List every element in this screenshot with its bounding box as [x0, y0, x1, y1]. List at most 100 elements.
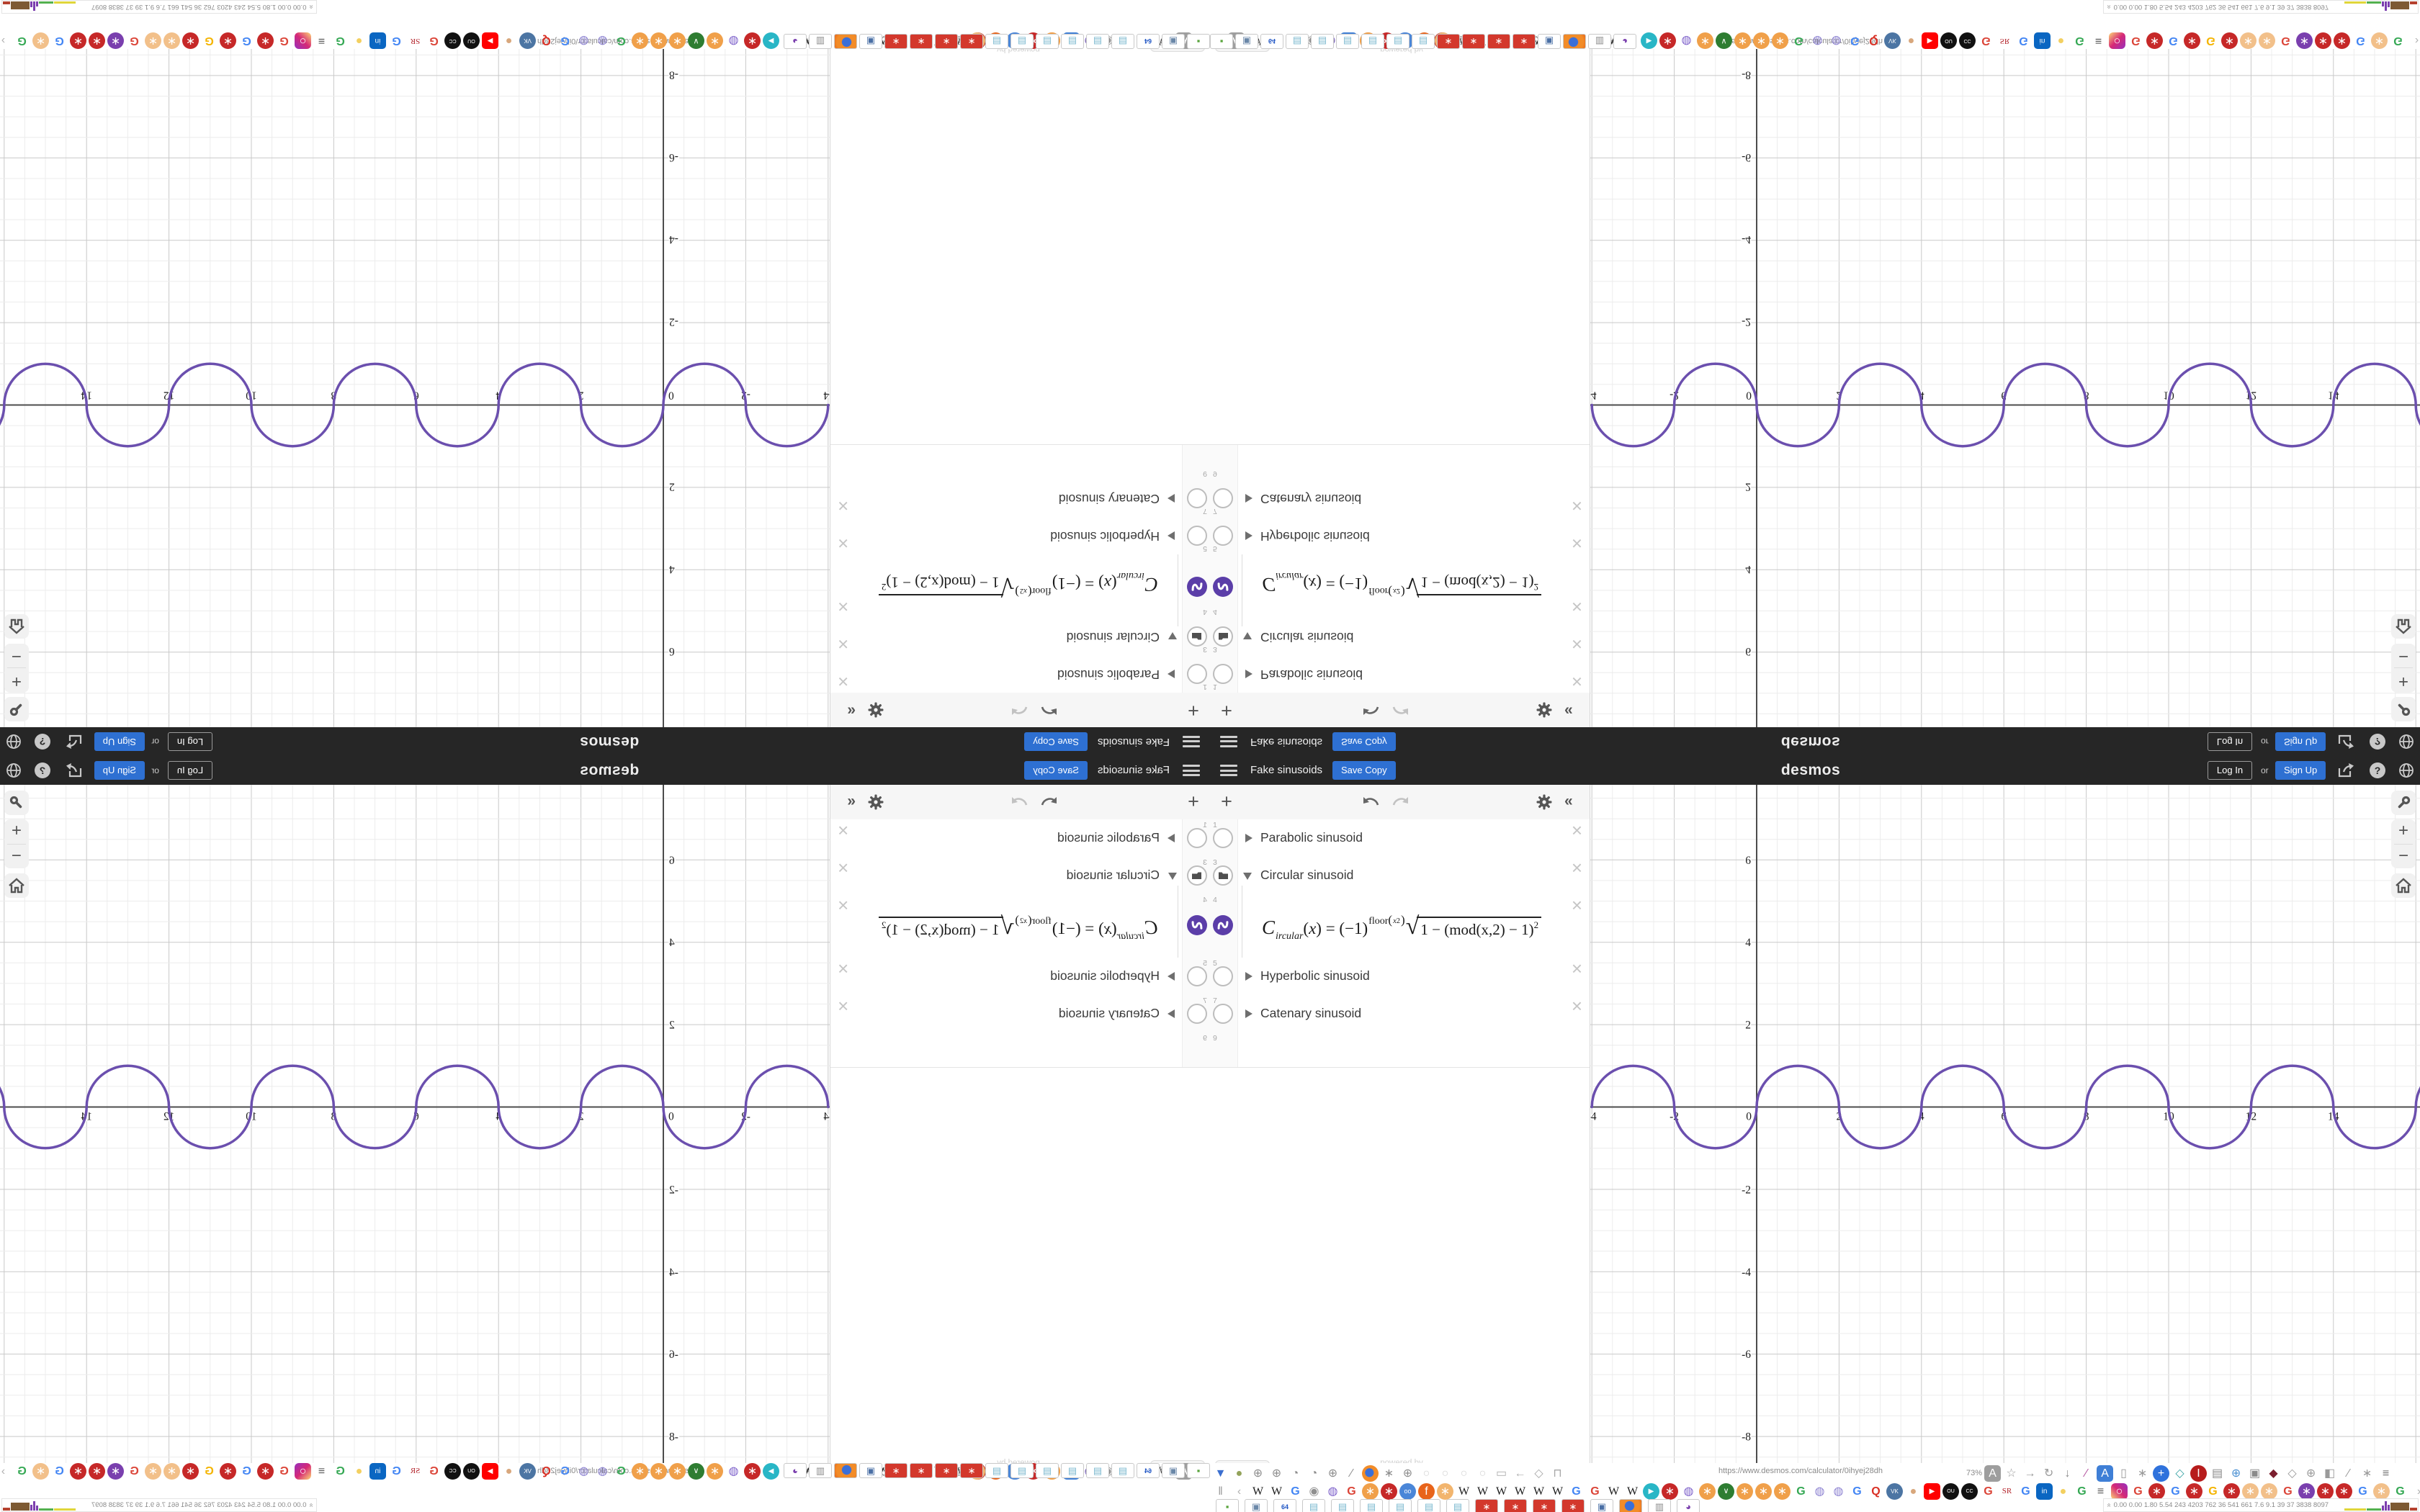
remove-row-icon[interactable]: ×: [1571, 995, 1582, 1017]
app-shortcut-icon[interactable]: ▪: [1210, 34, 1233, 49]
favicon[interactable]: ∗: [1734, 32, 1751, 49]
favicon[interactable]: G: [392, 1464, 401, 1477]
favicon[interactable]: ‖: [1218, 1485, 1223, 1498]
app-shortcut-icon[interactable]: ▣: [1590, 1499, 1613, 1512]
remove-row-icon[interactable]: ×: [838, 819, 849, 841]
collapse-panel-icon[interactable]: «: [1564, 703, 1573, 719]
save-copy-button[interactable]: Save Copy: [1332, 732, 1396, 751]
favicon[interactable]: ∗: [2259, 32, 2275, 49]
folder-circle-icon[interactable]: [1213, 828, 1233, 848]
app-shortcut-icon[interactable]: ◕: [784, 1463, 807, 1478]
graph-settings-button[interactable]: [2391, 791, 2416, 815]
favicon[interactable]: ∗: [70, 32, 86, 49]
help-icon[interactable]: ?: [35, 762, 50, 778]
favicon[interactable]: G: [130, 1464, 139, 1477]
favicon[interactable]: ●: [355, 1464, 363, 1477]
favicon[interactable]: G: [2281, 35, 2290, 48]
favicon[interactable]: ◍: [1681, 35, 1692, 48]
app-shortcut-icon[interactable]: ▤: [1010, 1463, 1034, 1478]
favicon[interactable]: G: [560, 1464, 570, 1477]
app-shortcut-icon[interactable]: ▤: [1086, 34, 1109, 49]
collapse-panel-icon[interactable]: «: [847, 793, 856, 809]
favicon[interactable]: G: [617, 35, 626, 48]
app-shortcut-icon[interactable]: ∗: [1437, 34, 1460, 49]
signup-button[interactable]: Sign Up: [2275, 732, 2326, 751]
share-icon[interactable]: [2337, 762, 2356, 782]
favicon[interactable]: G: [1984, 1485, 1993, 1498]
expression-row-formula[interactable]: 4 Circular(x) = (−1)floor(x2) √ 1 − (mod(x…: [1210, 554, 1590, 618]
folder-expanded-arrow-icon[interactable]: [1168, 632, 1177, 639]
browser-toolbar-icon[interactable]: ◧: [2323, 1467, 2336, 1480]
help-icon[interactable]: ?: [2370, 762, 2385, 778]
browser-toolbar-icon[interactable]: ⊕: [1271, 1467, 1282, 1480]
favicon[interactable]: ◍: [1814, 1485, 1825, 1498]
favicon[interactable]: ∗: [2242, 1483, 2259, 1500]
favicon[interactable]: G: [2169, 35, 2178, 48]
favicon[interactable]: ∗: [2146, 32, 2163, 49]
favicon[interactable]: ∗: [257, 1463, 274, 1480]
app-shortcut-icon[interactable]: ∗: [910, 34, 933, 49]
favicon[interactable]: VK: [1884, 32, 1901, 49]
favicon[interactable]: ∗: [32, 1463, 49, 1480]
expression-row-formula[interactable]: 4 Circular(x) = (−1)floor(x2) √ 1 − (mod(x…: [1210, 894, 1590, 958]
folder-collapsed-arrow-icon[interactable]: [1168, 531, 1175, 540]
undo-icon[interactable]: [1361, 794, 1380, 812]
folder-label[interactable]: Hyperbolic sinusoid: [1050, 529, 1160, 544]
remove-row-icon[interactable]: ×: [1571, 533, 1582, 554]
function-curve[interactable]: [0, 362, 830, 448]
browser-toolbar-icon[interactable]: ⊕: [1252, 1467, 1263, 1480]
favicon[interactable]: ◍: [578, 35, 589, 48]
folder-circle-icon[interactable]: [1213, 526, 1233, 546]
favicon[interactable]: ∗: [1736, 1483, 1753, 1500]
browser-toolbar-icon[interactable]: [1362, 1465, 1379, 1482]
remove-row-icon[interactable]: ×: [1571, 671, 1582, 693]
favicon[interactable]: ◍: [597, 35, 608, 48]
desmos-logo[interactable]: desmos: [1780, 734, 1841, 750]
favicon[interactable]: ∗: [182, 32, 199, 49]
app-shortcut-icon[interactable]: ▪: [1216, 1499, 1239, 1512]
app-shortcut-icon[interactable]: ∗: [1512, 34, 1536, 49]
favicon[interactable]: G: [1291, 1485, 1300, 1498]
favicon[interactable]: ∗: [220, 32, 236, 49]
app-shortcut-icon[interactable]: 64: [1137, 1463, 1160, 1478]
remove-row-icon[interactable]: ×: [838, 857, 849, 878]
favicon[interactable]: ›: [1, 35, 6, 48]
favicon[interactable]: ∗: [1437, 1483, 1453, 1500]
favicon[interactable]: ∨: [688, 32, 704, 49]
favicon[interactable]: ◍: [1831, 35, 1842, 48]
zoom-out-button[interactable]: −: [2398, 647, 2408, 666]
favicon[interactable]: ∗: [1381, 1483, 1397, 1500]
favicon[interactable]: ∗: [744, 1463, 761, 1480]
app-shortcut-icon[interactable]: 64: [1137, 34, 1160, 49]
zoom-in-button[interactable]: +: [2398, 672, 2408, 691]
favicon[interactable]: G: [2133, 1485, 2143, 1498]
favicon[interactable]: ∗: [1697, 32, 1713, 49]
folder-label[interactable]: Parabolic sinusoid: [1260, 667, 1363, 682]
favicon[interactable]: ▶: [482, 1463, 498, 1480]
app-shortcut-icon[interactable]: ▥: [1648, 1499, 1671, 1512]
app-shortcut-icon[interactable]: ▤: [1386, 34, 1410, 49]
remove-row-icon[interactable]: ×: [838, 596, 849, 618]
browser-toolbar-icon[interactable]: ⊕: [1402, 1467, 1413, 1480]
browser-toolbar-icon[interactable]: ∕: [2347, 1467, 2349, 1480]
favicon[interactable]: G: [336, 1464, 345, 1477]
favicon[interactable]: ∗: [2315, 32, 2331, 49]
remove-row-icon[interactable]: ×: [1571, 857, 1582, 878]
favicon[interactable]: ∗: [70, 1463, 86, 1480]
app-shortcut-icon[interactable]: ∗: [884, 34, 908, 49]
favicon[interactable]: G: [2358, 1485, 2367, 1498]
favicon[interactable]: ‹: [1237, 1485, 1242, 1498]
favicon[interactable]: SR: [410, 37, 421, 45]
help-icon[interactable]: ?: [2370, 734, 2385, 750]
favicon[interactable]: ∗: [2334, 32, 2350, 49]
favicon[interactable]: ›: [2411, 1483, 2420, 1500]
share-icon[interactable]: [64, 762, 83, 782]
folder-label[interactable]: Parabolic sinusoid: [1260, 830, 1363, 845]
favicon[interactable]: W: [1458, 1485, 1470, 1498]
browser-toolbar-icon[interactable]: ⊓: [1553, 1467, 1562, 1480]
folder-label[interactable]: Circular sinusoid: [1260, 630, 1354, 644]
